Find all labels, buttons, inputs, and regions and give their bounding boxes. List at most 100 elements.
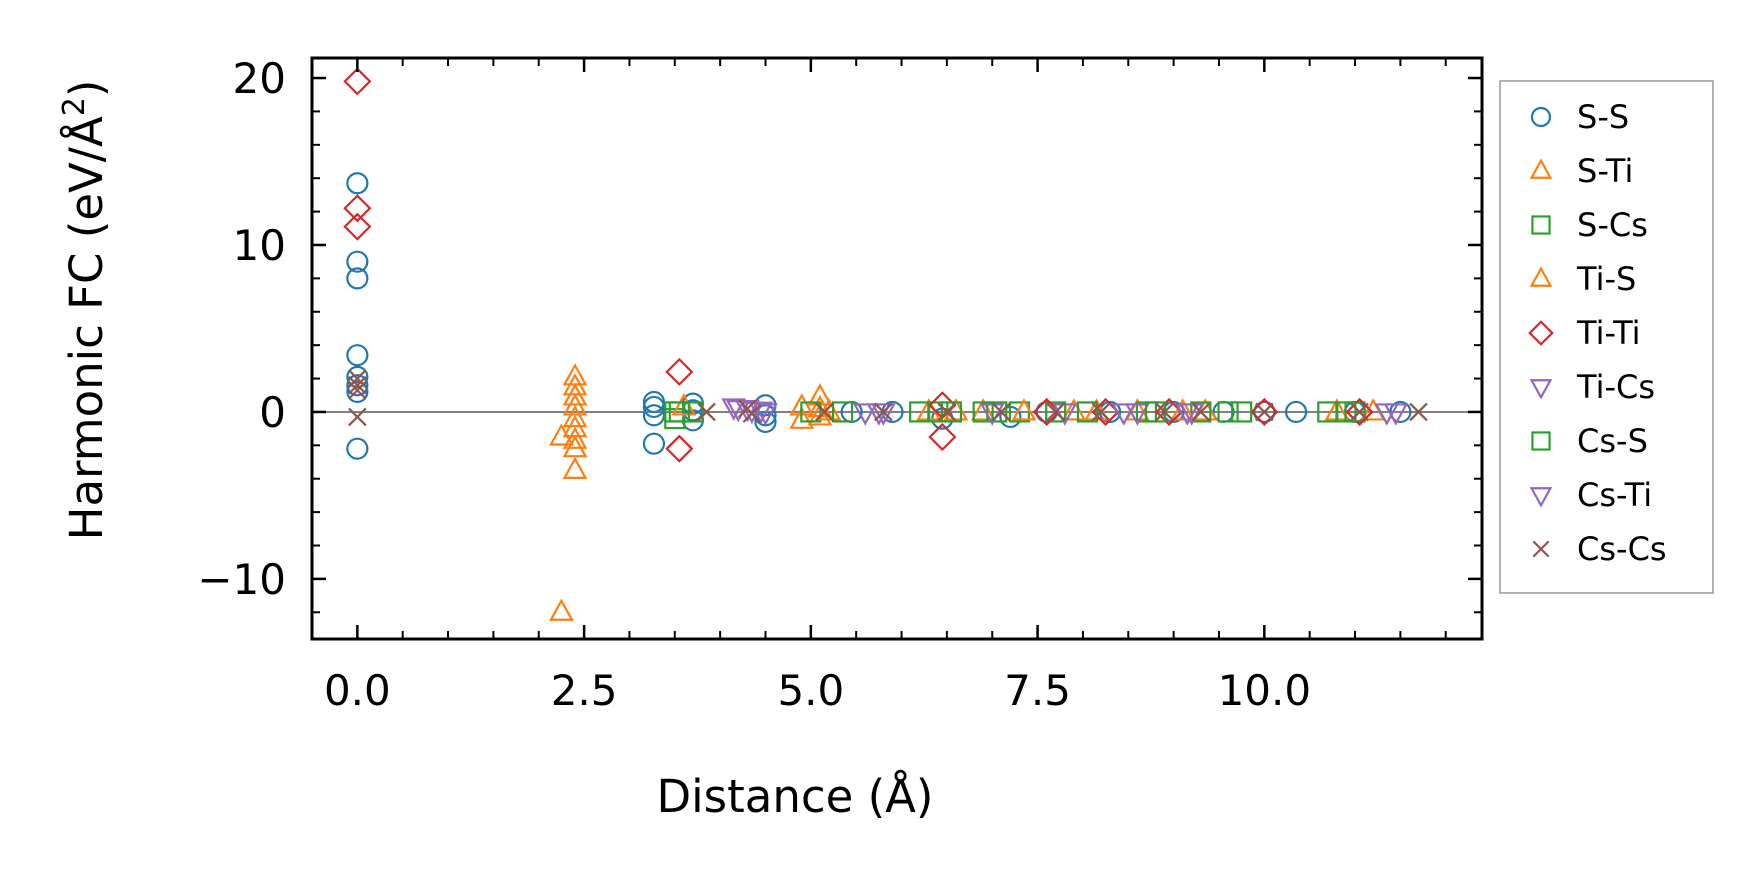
data-point-s-s bbox=[642, 395, 666, 419]
data-point-s-s bbox=[346, 374, 369, 397]
data-point-cs-cs bbox=[874, 402, 893, 422]
data-point-cs-s bbox=[1231, 401, 1253, 423]
data-point-s-s bbox=[346, 365, 369, 388]
data-point-ti-ti bbox=[665, 434, 694, 463]
data-point-cs-cs bbox=[1409, 402, 1428, 422]
data-point-cs-s bbox=[668, 401, 690, 423]
data-point-s-s bbox=[346, 172, 369, 195]
data-point-ti-ti bbox=[343, 212, 372, 241]
x-tick-label: 2.5 bbox=[551, 666, 618, 715]
data-point-s-ti bbox=[562, 434, 588, 458]
x-tick-labels: 0.0 2.5 5.0 7.5 10.0 bbox=[324, 666, 1311, 715]
legend-label: Cs-Ti bbox=[1577, 476, 1652, 514]
data-point-cs-cs bbox=[1155, 402, 1174, 422]
y-tick-label: 10 bbox=[233, 221, 286, 270]
data-point-ti-cs bbox=[852, 403, 878, 426]
data-point-ti-ti bbox=[928, 422, 957, 452]
data-point-cs-cs bbox=[697, 402, 716, 422]
x-tick-label: 10.0 bbox=[1218, 666, 1312, 715]
y-tick-label: 0 bbox=[259, 388, 286, 437]
data-point-cs-cs bbox=[742, 404, 762, 423]
legend-label: S-Ti bbox=[1577, 152, 1633, 190]
legend-label: S-S bbox=[1577, 98, 1629, 136]
data-point-s-ti bbox=[562, 393, 588, 416]
plot-frame bbox=[310, 56, 1484, 641]
data-point-s-s bbox=[642, 404, 666, 427]
data-point-s-s bbox=[346, 344, 369, 367]
y-axis-title-close: ) bbox=[60, 80, 113, 98]
legend-marker bbox=[1530, 106, 1552, 128]
data-point-ti-ti bbox=[1345, 397, 1374, 426]
x-tick-label: 7.5 bbox=[1004, 666, 1071, 715]
data-point-cs-s bbox=[940, 401, 963, 423]
data-point-s-ti bbox=[789, 406, 815, 429]
legend-label: Cs-S bbox=[1577, 422, 1648, 460]
data-point-s-s bbox=[1253, 400, 1276, 424]
data-point-cs-s bbox=[1076, 401, 1099, 423]
data-point-s-cs bbox=[1190, 401, 1212, 423]
data-point-ti-s bbox=[1011, 398, 1037, 421]
y-axis-title-superscript: 2 bbox=[57, 97, 92, 116]
data-point-ti-ti bbox=[665, 357, 694, 386]
data-point-cs-ti bbox=[753, 403, 778, 426]
x-axis-title: Distance (Å) bbox=[657, 770, 934, 823]
data-point-cs-cs bbox=[348, 380, 367, 400]
data-point-cs-cs bbox=[1350, 402, 1369, 422]
legend-marker bbox=[1529, 379, 1553, 400]
data-point-cs-cs bbox=[1191, 402, 1211, 422]
series-cs-ti bbox=[725, 400, 1409, 426]
series-cs-s bbox=[668, 401, 1357, 423]
y-axis-title-main: Harmonic FC (eV/Å bbox=[60, 116, 113, 540]
legend-label: Ti-S bbox=[1576, 260, 1636, 298]
data-point-cs-cs bbox=[937, 402, 957, 422]
data-point-s-s bbox=[346, 267, 369, 290]
data-point-s-s bbox=[346, 437, 369, 460]
data-point-cs-cs bbox=[1091, 402, 1111, 422]
data-point-cs-cs bbox=[348, 375, 367, 395]
data-point-cs-ti bbox=[979, 403, 1005, 426]
data-point-cs-ti bbox=[871, 403, 896, 426]
data-point-cs-cs bbox=[348, 407, 367, 427]
data-point-cs-cs bbox=[992, 402, 1011, 422]
series-ti-ti bbox=[343, 67, 1374, 463]
data-point-cs-ti bbox=[1174, 403, 1200, 426]
legend-marker bbox=[1529, 487, 1553, 508]
data-point-s-cs bbox=[1045, 401, 1067, 423]
legend: S-S S-Ti S-Cs Ti-S Ti-Ti Ti-Cs Cs-S Cs-Ti Cs-Cs bbox=[1499, 80, 1714, 594]
series-cs-cs bbox=[348, 369, 1428, 427]
data-point-s-ti bbox=[807, 403, 833, 426]
data-point-s-ti bbox=[549, 598, 574, 621]
data-point-ti-cs bbox=[721, 398, 747, 421]
data-point-s-cs bbox=[972, 401, 994, 423]
data-point-s-s bbox=[642, 390, 666, 414]
data-point-s-s bbox=[346, 250, 369, 273]
legend-label: S-Cs bbox=[1577, 206, 1648, 244]
legend-label: Cs-Cs bbox=[1577, 530, 1667, 568]
data-point-s-ti bbox=[562, 383, 588, 406]
data-point-cs-cs bbox=[815, 402, 834, 422]
x-tick-label: 5.0 bbox=[777, 666, 844, 715]
data-point-ti-cs bbox=[1124, 403, 1150, 426]
legend-label: Ti-Ti bbox=[1576, 314, 1641, 352]
data-point-cs-ti bbox=[1111, 403, 1137, 426]
legend-marker bbox=[1529, 266, 1553, 287]
data-point-ti-ti bbox=[343, 194, 372, 223]
y-tick-label: 20 bbox=[233, 54, 286, 103]
data-point-s-s bbox=[346, 380, 369, 404]
data-point-cs-cs bbox=[1255, 402, 1274, 422]
data-point-s-s bbox=[642, 432, 666, 455]
data-point-ti-ti bbox=[343, 67, 372, 96]
data-point-cs-cs bbox=[1046, 402, 1065, 422]
data-point-ti-s bbox=[1170, 398, 1196, 421]
data-point-s-cs bbox=[1217, 401, 1239, 423]
y-axis-title: Harmonic FC (eV/Å2) bbox=[57, 80, 113, 541]
data-point-cs-s bbox=[986, 401, 1008, 423]
legend-marker bbox=[1531, 431, 1551, 451]
data-points bbox=[343, 67, 1428, 621]
data-point-s-cs bbox=[682, 401, 704, 423]
legend-marker bbox=[1532, 540, 1550, 558]
data-point-s-ti bbox=[970, 398, 996, 421]
legend-marker bbox=[1529, 158, 1553, 179]
